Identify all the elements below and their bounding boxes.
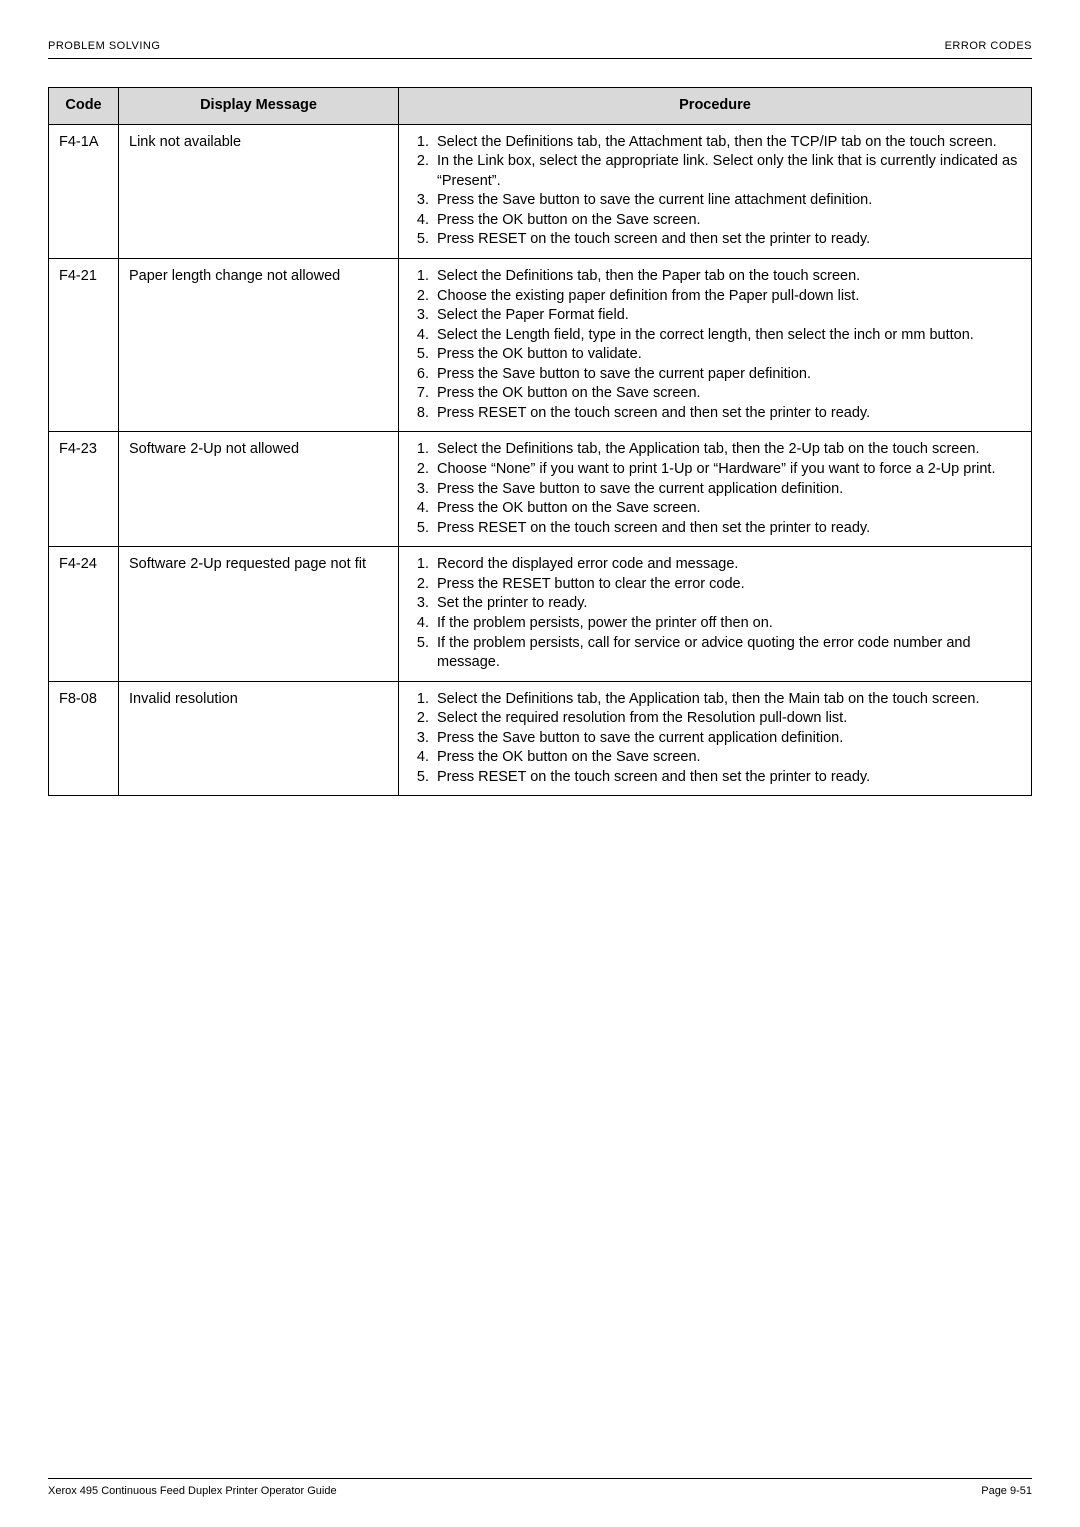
cell-procedure: Select the Definitions tab, then the Pap… [399,258,1032,432]
footer-left: Xerox 495 Continuous Feed Duplex Printer… [48,1485,337,1497]
procedure-step: Select the Definitions tab, then the Pap… [433,267,1021,287]
cell-message: Software 2-Up requested page not fit [119,547,399,681]
table-row: F4-23Software 2-Up not allowed Select the… [49,432,1032,547]
error-codes-table: Code Display Message Procedure F4-1ALink… [48,87,1032,796]
cell-procedure: Select the Definitions tab, the Applicat… [399,681,1032,796]
procedure-step: Choose the existing paper definition fro… [433,287,1021,307]
header-right: ERROR CODES [945,40,1032,52]
procedure-step: Press the RESET button to clear the erro… [433,575,1021,595]
col-header-message: Display Message [119,88,399,125]
cell-message: Software 2-Up not allowed [119,432,399,547]
cell-procedure: Select the Definitions tab, the Applicat… [399,432,1032,547]
procedure-list: Select the Definitions tab, then the Pap… [409,267,1021,424]
col-header-code: Code [49,88,119,125]
procedure-step: Select the Definitions tab, the Applicat… [433,690,1021,710]
table-row: F4-1ALink not available Select the Defini… [49,124,1032,258]
procedure-list: Select the Definitions tab, the Applicat… [409,690,1021,788]
procedure-step: If the problem persists, call for servic… [433,634,1021,673]
procedure-step: Press RESET on the touch screen and then… [433,404,1021,424]
cell-code: F4-23 [49,432,119,547]
procedure-step: Set the printer to ready. [433,594,1021,614]
procedure-list: Record the displayed error code and mess… [409,555,1021,672]
page-header: PROBLEM SOLVING ERROR CODES [48,40,1032,59]
procedure-step: Press the OK button to validate. [433,345,1021,365]
procedure-step: Press RESET on the touch screen and then… [433,230,1021,250]
procedure-step: Press the OK button on the Save screen. [433,384,1021,404]
table-row: F4-24Software 2-Up requested page not fi… [49,547,1032,681]
cell-message: Invalid resolution [119,681,399,796]
procedure-step: Press the Save button to save the curren… [433,365,1021,385]
header-left: PROBLEM SOLVING [48,40,160,52]
cell-procedure: Select the Definitions tab, the Attachme… [399,124,1032,258]
cell-code: F8-08 [49,681,119,796]
procedure-step: Record the displayed error code and mess… [433,555,1021,575]
cell-procedure: Record the displayed error code and mess… [399,547,1032,681]
table-row: F4-21Paper length change not allowed Sele… [49,258,1032,432]
procedure-step: Press the Save button to save the curren… [433,191,1021,211]
procedure-step: Select the required resolution from the … [433,709,1021,729]
cell-message: Link not available [119,124,399,258]
procedure-step: Select the Definitions tab, the Attachme… [433,133,1021,153]
procedure-step: Choose “None” if you want to print 1-Up … [433,460,1021,480]
procedure-step: Press the Save button to save the curren… [433,480,1021,500]
procedure-step: Select the Paper Format field. [433,306,1021,326]
procedure-step: In the Link box, select the appropriate … [433,152,1021,191]
procedure-step: Press the OK button on the Save screen. [433,499,1021,519]
procedure-list: Select the Definitions tab, the Applicat… [409,440,1021,538]
procedure-step: Press the Save button to save the curren… [433,729,1021,749]
table-row: F8-08Invalid resolution Select the Defini… [49,681,1032,796]
procedure-step: Press RESET on the touch screen and then… [433,768,1021,788]
procedure-step: Select the Length field, type in the cor… [433,326,1021,346]
procedure-step: Press RESET on the touch screen and then… [433,519,1021,539]
footer-right: Page 9-51 [981,1485,1032,1497]
procedure-step: Press the OK button on the Save screen. [433,211,1021,231]
page-footer: Xerox 495 Continuous Feed Duplex Printer… [48,1478,1032,1497]
cell-code: F4-1A [49,124,119,258]
table-body: F4-1ALink not available Select the Defini… [49,124,1032,796]
table-header-row: Code Display Message Procedure [49,88,1032,125]
cell-code: F4-24 [49,547,119,681]
cell-message: Paper length change not allowed [119,258,399,432]
procedure-list: Select the Definitions tab, the Attachme… [409,133,1021,250]
page: PROBLEM SOLVING ERROR CODES Code Display… [0,0,1080,1527]
cell-code: F4-21 [49,258,119,432]
col-header-procedure: Procedure [399,88,1032,125]
procedure-step: If the problem persists, power the print… [433,614,1021,634]
procedure-step: Select the Definitions tab, the Applicat… [433,440,1021,460]
procedure-step: Press the OK button on the Save screen. [433,748,1021,768]
